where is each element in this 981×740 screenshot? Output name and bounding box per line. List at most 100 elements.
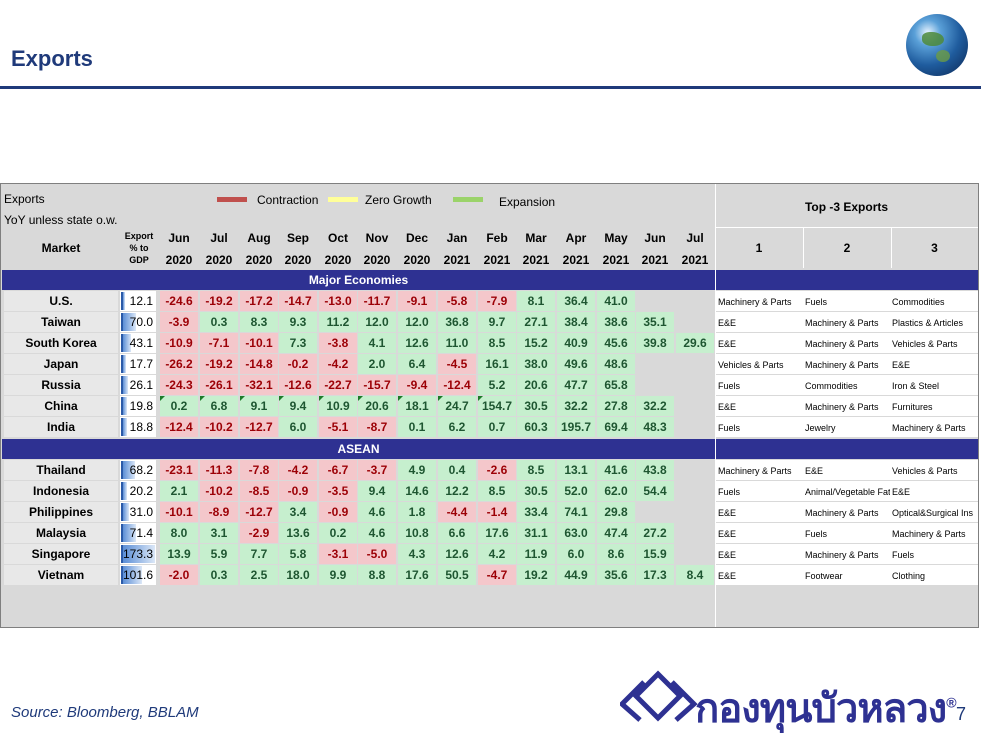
legend-swatch-contraction xyxy=(217,197,247,202)
value-cell: -14.7 xyxy=(279,291,317,311)
top-export-item: Machinery & Parts xyxy=(892,423,966,433)
year-header: 2021 xyxy=(522,253,550,267)
value-cell: -17.2 xyxy=(240,291,278,311)
top-export-item: Commodities xyxy=(805,381,858,391)
gdp-bar xyxy=(121,376,128,394)
gdp-cell: 68.2 xyxy=(120,460,156,480)
value-cell: 74.1 xyxy=(557,502,595,522)
value-cell: 0.7 xyxy=(478,417,516,437)
value-cell: 8.0 xyxy=(160,523,198,543)
value-cell: -14.8 xyxy=(240,354,278,374)
month-header: Jul xyxy=(210,231,228,245)
top-exports-row: E&E Machinery & Parts Furnitures xyxy=(715,396,978,416)
top-exports-row: Machinery & Parts Fuels Commodities xyxy=(715,291,978,311)
top-col-2: 2 xyxy=(843,241,851,255)
value-cell: -23.1 xyxy=(160,460,198,480)
value-cell: 11.0 xyxy=(438,333,476,353)
year-header: 2021 xyxy=(602,253,630,267)
value-cell: -10.1 xyxy=(240,333,278,353)
value-cell: 5.8 xyxy=(279,544,317,564)
value-cell: 5.9 xyxy=(200,544,238,564)
top-export-item: Commodities xyxy=(892,297,945,307)
section-band xyxy=(716,270,978,290)
gdp-bar xyxy=(121,482,127,500)
column-header-market: Market xyxy=(41,241,81,255)
gdp-bar xyxy=(121,566,142,584)
legend-label-contraction: Contraction xyxy=(257,193,319,207)
month-header: Dec xyxy=(405,231,428,245)
gdp-value: 26.1 xyxy=(129,378,153,392)
gdp-value: 71.4 xyxy=(129,526,153,540)
value-cell: 5.2 xyxy=(478,375,516,395)
year-header: 2020 xyxy=(245,253,273,267)
market-label: Thailand xyxy=(4,460,118,480)
registered-mark: ® xyxy=(946,694,956,711)
value-cell: 13.1 xyxy=(557,460,595,480)
brand-name-text: กองทุนบัวหลวง xyxy=(695,687,947,731)
value-cell: -10.2 xyxy=(200,481,238,501)
value-cell: -9.1 xyxy=(398,291,436,311)
gdp-cell: 17.7 xyxy=(120,354,156,374)
gdp-value: 101.6 xyxy=(122,568,153,582)
top-exports-row: E&E Machinery & Parts Fuels xyxy=(715,544,978,564)
value-cell: 17.3 xyxy=(636,565,674,585)
value-cell: 8.8 xyxy=(358,565,396,585)
value-cell: 18.0 xyxy=(279,565,317,585)
value-cell: 12.0 xyxy=(398,312,436,332)
value-cell: -12.7 xyxy=(240,417,278,437)
column-header-gdp: Export % to GDP xyxy=(120,230,158,266)
top-export-item: E&E xyxy=(718,529,737,539)
value-cell: 24.7 xyxy=(438,396,476,416)
value-cell: -5.8 xyxy=(438,291,476,311)
value-cell: 63.0 xyxy=(557,523,595,543)
legend-label-zero-growth: Zero Growth xyxy=(365,193,432,207)
value-cell: -5.0 xyxy=(358,544,396,564)
top-export-item: E&E xyxy=(718,550,737,560)
value-cell: -8.9 xyxy=(200,502,238,522)
gdp-value: 17.7 xyxy=(129,357,153,371)
table-subtitle: YoY unless state o.w. xyxy=(4,213,118,227)
value-cell: -9.4 xyxy=(398,375,436,395)
year-header: 2020 xyxy=(403,253,431,267)
value-cell: 48.3 xyxy=(636,417,674,437)
top-export-item: Clothing xyxy=(892,571,926,581)
top-export-item: Machinery & Parts xyxy=(718,297,792,307)
value-cell: 0.3 xyxy=(200,312,238,332)
value-cell: 20.6 xyxy=(358,396,396,416)
gdp-cell: 26.1 xyxy=(120,375,156,395)
gdp-bar xyxy=(121,397,127,415)
top-exports-row: Fuels Animal/Vegetable Fats E&E xyxy=(715,481,978,501)
value-cell: 9.7 xyxy=(478,312,516,332)
value-cell: 154.7 xyxy=(478,396,516,416)
value-cell: 41.6 xyxy=(597,460,635,480)
value-cell: -8.5 xyxy=(240,481,278,501)
gdp-cell: 101.6 xyxy=(120,565,156,585)
top-export-item: Iron & Steel xyxy=(892,381,940,391)
top-export-item: Machinery & Parts xyxy=(718,466,792,476)
gdp-value: 19.8 xyxy=(129,399,153,413)
top-export-item: E&E xyxy=(718,402,737,412)
value-cell: 4.6 xyxy=(358,523,396,543)
gdp-value: 18.8 xyxy=(129,420,153,434)
gdp-value: 70.0 xyxy=(129,315,153,329)
gdp-cell: 12.1 xyxy=(120,291,156,311)
divider xyxy=(803,228,804,268)
market-label: Taiwan xyxy=(4,312,118,332)
value-cell: 8.5 xyxy=(517,460,555,480)
value-cell: -0.2 xyxy=(279,354,317,374)
gdp-bar xyxy=(121,313,136,331)
value-cell: -10.1 xyxy=(160,502,198,522)
value-cell: 9.9 xyxy=(319,565,357,585)
month-header: Mar xyxy=(525,231,547,245)
top-exports-row: E&E Footwear Clothing xyxy=(715,565,978,585)
value-cell: -0.9 xyxy=(279,481,317,501)
top-exports-row: E&E Machinery & Parts Vehicles & Parts xyxy=(715,333,978,353)
year-header: 2020 xyxy=(165,253,193,267)
brand-name: กองทุนบัวหลวง® xyxy=(695,676,957,740)
value-cell: 30.5 xyxy=(517,481,555,501)
value-cell: 0.2 xyxy=(319,523,357,543)
top-export-item: Machinery & Parts xyxy=(805,339,879,349)
top-export-item: E&E xyxy=(892,487,911,497)
year-header: 2020 xyxy=(324,253,352,267)
value-cell: 4.1 xyxy=(358,333,396,353)
